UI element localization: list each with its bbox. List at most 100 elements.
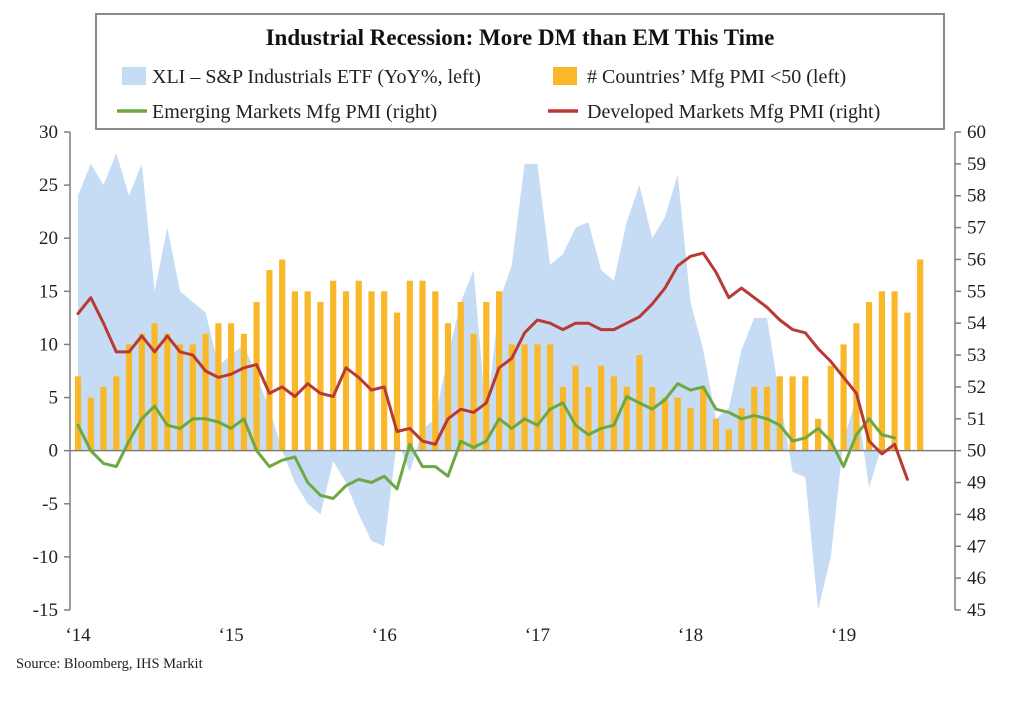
legend-box: Industrial Recession: More DM than EM Th… [95,13,945,130]
right-tick-label: 58 [967,186,986,207]
bar-countries-63 [878,291,885,451]
bar-countries-62 [866,302,873,451]
legend-label-dm: Developed Markets Mfg PMI (right) [587,101,880,123]
em-pmi-line [76,382,897,500]
xli-area [78,153,882,610]
bar-countries-66 [917,259,924,451]
bar-countries-16 [279,259,286,451]
legend-frame [95,13,945,130]
right-tick-label: 56 [967,249,986,270]
right-tick-label: 57 [967,218,986,239]
bar-countries-42 [610,376,617,451]
bar-countries-55 [776,376,783,451]
pmi-lines-layer [76,251,909,500]
bar-countries-26 [406,280,413,451]
bar-countries-27 [419,280,426,451]
bar-countries-64 [891,291,898,451]
bar-countries-59 [827,365,834,451]
chart-title: Industrial Recession: More DM than EM Th… [266,25,775,50]
left-tick-label: 5 [49,388,59,409]
bar-countries-28 [432,291,439,451]
bar-countries-56 [789,376,796,451]
bar-countries-12 [228,323,235,451]
left-tick-label: 10 [39,334,58,355]
right-tick-label: 51 [967,409,986,430]
bar-countries-53 [751,386,758,451]
bar-countries-8 [177,344,184,451]
bar-countries-45 [649,386,656,451]
tick-labels: -15 -10 -5 0 5 10 15 20 25 30 45 46 47 48 49 50 51 52 53 54… [33,122,987,646]
bar-countries-50 [712,418,720,451]
bar-countries-48 [687,408,694,451]
right-tick-label: 47 [967,536,986,557]
bar-countries-25 [393,312,401,451]
bar-countries-17 [291,291,298,451]
x-tick-label: ‘15 [218,625,243,646]
bar-countries-7 [164,333,171,451]
bar-countries-10 [202,333,209,451]
bar-countries-52 [738,408,745,451]
bar-countries-3 [113,376,120,451]
x-tick-label: ‘16 [372,625,397,646]
bar-countries-43 [623,386,630,451]
legend-swatch-xli [122,67,146,85]
legend-label-countries: # Countries’ Mfg PMI <50 (left) [587,66,846,88]
bar-countries-14 [253,302,260,451]
bar-countries-37 [547,344,554,451]
legend-label-em: Emerging Markets Mfg PMI (right) [152,101,437,123]
right-tick-label: 46 [967,568,986,589]
bar-countries-60 [840,344,847,451]
bar-countries-23 [368,291,375,451]
x-tick-label: ‘18 [678,625,703,646]
bar-countries-51 [725,429,732,451]
bar-countries-40 [585,386,592,451]
bar-countries-57 [802,376,809,451]
right-tick-label: 50 [967,441,986,462]
bar-countries-18 [304,291,311,451]
bar-countries-47 [674,397,681,451]
bar-countries-29 [444,323,452,451]
right-tick-label: 48 [967,504,986,525]
right-tick-label: 53 [967,345,986,366]
legend-label-xli: XLI – S&P Industrials ETF (YoY%, left) [152,66,481,88]
xli-area-layer [78,153,882,610]
bar-countries-4 [125,344,133,451]
bar-countries-1 [87,397,94,451]
axes [64,131,961,611]
source-note: Source: Bloomberg, IHS Markit [16,656,203,672]
bar-countries-61 [853,323,860,451]
bar-countries-19 [317,302,324,451]
bar-countries-15 [266,270,273,451]
x-tick-label: ‘17 [525,625,550,646]
x-tick-label: ‘19 [831,625,856,646]
right-tick-label: 60 [967,122,986,143]
left-tick-label: 20 [39,228,58,249]
bar-countries-31 [470,333,477,451]
bar-countries-11 [215,323,222,451]
left-tick-label: 0 [49,441,59,462]
legend-swatch-countries [553,67,577,85]
left-tick-label: -10 [33,547,58,568]
bar-countries-2 [100,386,107,451]
bar-countries-30 [457,302,464,451]
left-tick-label: -5 [42,494,58,515]
bar-countries-34 [508,344,515,451]
left-tick-label: 25 [39,175,58,196]
right-tick-label: 45 [967,600,986,621]
bar-countries-9 [189,344,196,451]
right-tick-label: 55 [967,281,986,302]
left-tick-label: 30 [39,122,58,143]
bar-countries-46 [661,397,669,451]
bar-countries-13 [240,333,247,451]
right-tick-label: 54 [967,313,987,334]
bar-countries-39 [572,365,579,451]
bar-countries-24 [381,291,388,451]
right-tick-label: 52 [967,377,986,398]
bar-countries-35 [521,344,528,451]
bar-countries-41 [598,365,605,451]
left-tick-label: -15 [33,600,58,621]
bar-countries-38 [559,386,566,451]
dm-pmi-line [76,251,909,481]
x-tick-label: ‘14 [65,625,91,646]
